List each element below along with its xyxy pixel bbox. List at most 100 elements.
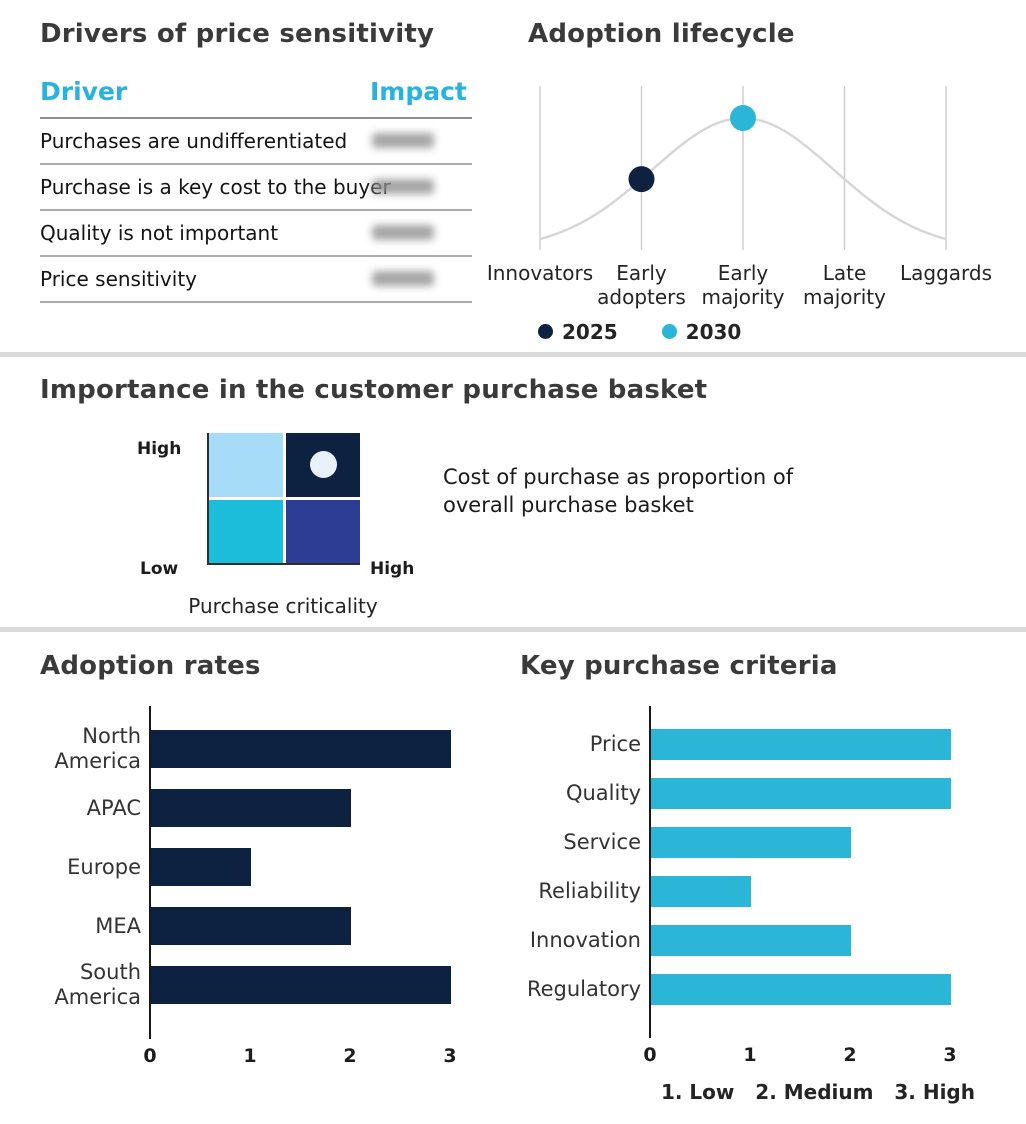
- two-by-two-matrix: [207, 433, 360, 565]
- lifecycle-point-2025: [628, 166, 655, 193]
- legend-dot: [661, 324, 677, 340]
- basket-description: Cost of purchase as proportion of overal…: [443, 465, 794, 517]
- quadrant-top-right: [286, 433, 360, 497]
- basket-title: Importance in the customer purchase bask…: [40, 375, 708, 405]
- bar-category-label: APAC: [86, 795, 141, 820]
- bar-category-label: Quality: [565, 780, 641, 805]
- basket-matrix-block: High Low High Purchase criticality: [40, 430, 480, 642]
- drivers-panel: Drivers of price sensitivity Driver Impa…: [40, 19, 472, 303]
- bar: [151, 966, 451, 1005]
- x-tick-label: 3: [943, 1043, 957, 1066]
- lifecycle-category-label: Late majority: [803, 260, 886, 310]
- adoption-rates-chart: Adoption rates North America APAC Europe ME…: [40, 651, 495, 1075]
- bar-track: [151, 966, 495, 1005]
- bar-category-label: South America: [54, 959, 141, 1010]
- driver-label: Purchases are undifferentiated: [40, 128, 348, 153]
- bar-track: [151, 907, 495, 946]
- bar-row: Price: [520, 720, 1005, 769]
- bar-category-label: North America: [54, 723, 141, 774]
- legend-label: 2025: [562, 319, 618, 344]
- driver-row: Quality is not important: [40, 211, 472, 257]
- bar-track: [651, 875, 1005, 907]
- x-axis: 0 1 2 3: [143, 1039, 495, 1075]
- bar-row: Service: [520, 818, 1005, 867]
- adoption-rates-title: Adoption rates: [40, 651, 261, 681]
- lifecycle-category-label: Laggards: [899, 260, 993, 285]
- x-tick-label: 3: [443, 1044, 457, 1067]
- bar-row: Reliability: [520, 867, 1005, 916]
- driver-row: Purchase is a key cost to the buyer: [40, 165, 472, 211]
- x-tick-label: 2: [343, 1044, 357, 1067]
- lifecycle-category-label: Early adopters: [597, 260, 686, 310]
- bar-row: Quality: [520, 769, 1005, 818]
- legend-label: 2030: [685, 319, 742, 344]
- impact-value-redacted: [372, 225, 434, 241]
- bar-category-label: Europe: [67, 854, 141, 879]
- bar: [151, 789, 351, 828]
- lifecycle-category-label: Early majority: [701, 260, 785, 310]
- x-axis: 0 1 2 3: [643, 1038, 1005, 1074]
- bar-track: [151, 730, 495, 769]
- lifecycle-x-labels: Innovators Early adopters Early majority La…: [487, 256, 992, 316]
- bar-category-label: Service: [563, 829, 641, 854]
- bar-row: North America: [40, 720, 495, 779]
- driver-label: Quality is not important: [40, 220, 279, 245]
- key-purchase-criteria-chart: Key purchase criteria Price Quality Servic…: [520, 651, 1005, 1104]
- quadrant-bottom-right: [286, 499, 360, 563]
- driver-row: Purchases are undifferentiated: [40, 119, 472, 165]
- quadrant-bottom-left: [209, 499, 283, 563]
- x-tick-label: 0: [143, 1044, 157, 1067]
- section-divider: [0, 352, 1026, 357]
- drivers-title: Drivers of price sensitivity: [40, 19, 435, 49]
- y-axis-line: [149, 705, 151, 1039]
- bar: [651, 777, 951, 809]
- legend-dot: [538, 324, 553, 340]
- column-header-driver: Driver: [40, 76, 128, 106]
- lifecycle-category-label: Innovators: [486, 260, 594, 285]
- driver-label: Price sensitivity: [40, 266, 197, 291]
- drivers-rows: Purchases are undifferentiated Purchase i…: [40, 119, 472, 303]
- driver-label: Purchase is a key cost to the buyer: [40, 174, 391, 199]
- bar-row: Innovation: [520, 916, 1005, 965]
- driver-row: Price sensitivity: [40, 257, 472, 303]
- column-header-impact: Impact: [370, 76, 467, 106]
- bar: [651, 728, 951, 760]
- x-tick-label: 1: [243, 1044, 257, 1067]
- x-axis-high-label: High: [370, 559, 415, 579]
- x-tick-label: 0: [643, 1043, 657, 1066]
- bar-category-label: MEA: [95, 913, 141, 938]
- scale-footnote: 1. Low 2. Medium 3. High: [660, 1079, 975, 1104]
- legend-item: 2025: [538, 320, 618, 344]
- y-axis-line: [649, 705, 651, 1038]
- bar-row: Regulatory: [520, 965, 1005, 1014]
- lifecycle-point-2030: [730, 104, 756, 131]
- bar-track: [151, 848, 495, 887]
- bar-row: Europe: [40, 838, 495, 897]
- y-axis-low-label: Low: [140, 559, 179, 579]
- bar-row: South America: [40, 956, 495, 1015]
- bar-track: [651, 973, 1005, 1005]
- bar-track: [651, 728, 1005, 760]
- bar-category-label: Regulatory: [526, 976, 641, 1001]
- bar: [151, 848, 251, 887]
- bar: [651, 875, 751, 907]
- bar-category-label: Reliability: [538, 878, 641, 903]
- bar-track: [651, 826, 1005, 858]
- bar: [151, 907, 351, 946]
- bar-category-label: Price: [589, 731, 641, 756]
- drivers-table-header: Driver Impact: [40, 77, 472, 119]
- bar-track: [151, 789, 495, 828]
- lifecycle-svg: [539, 85, 947, 250]
- bar-category-label: Innovation: [529, 927, 641, 952]
- y-axis-high-label: High: [137, 439, 182, 459]
- bar: [151, 730, 451, 769]
- bar: [651, 973, 951, 1005]
- bar-track: [651, 777, 1005, 809]
- quadrant-top-left: [209, 433, 283, 497]
- legend-item: 2030: [661, 319, 742, 344]
- impact-value-redacted: [372, 133, 434, 149]
- key-purchase-criteria-title: Key purchase criteria: [520, 651, 838, 681]
- chart-body: North America APAC Europe MEA South America …: [40, 705, 495, 1075]
- drivers-table: Driver Impact Purchases are undifferenti…: [40, 77, 472, 303]
